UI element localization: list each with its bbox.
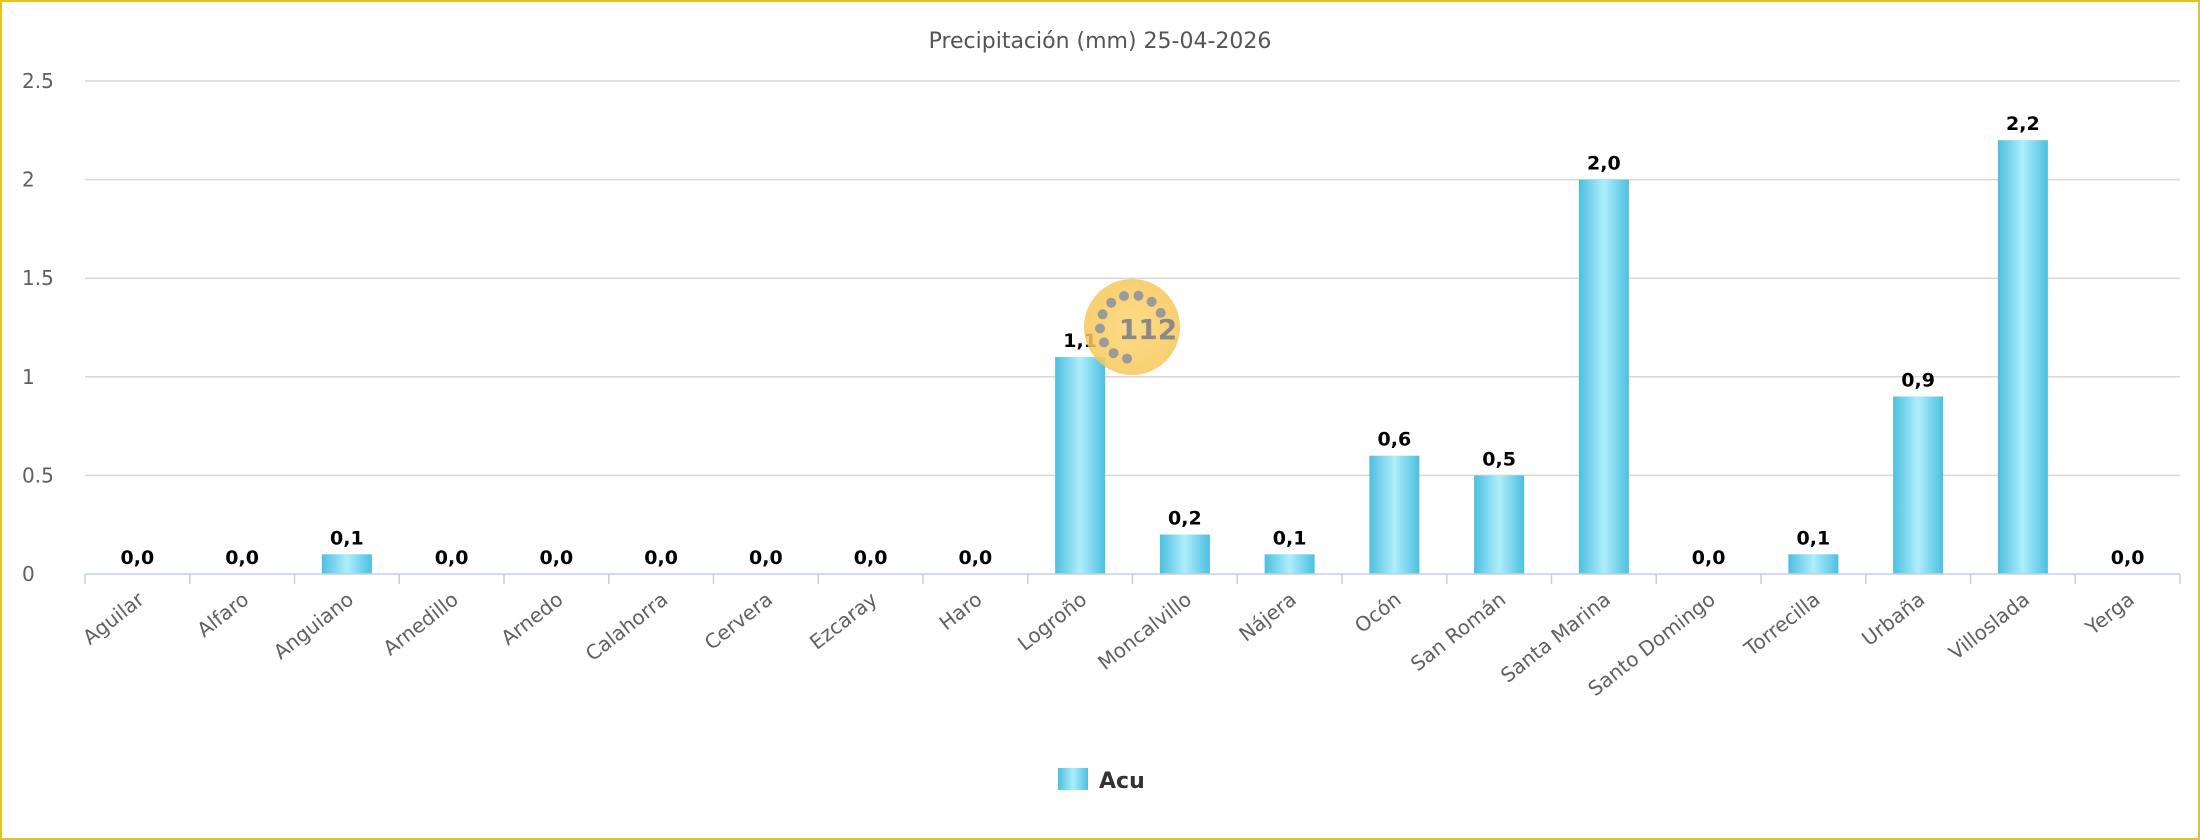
data-label: 0,6 (1378, 429, 1412, 451)
data-label: 0,1 (330, 527, 364, 549)
bar[interactable] (1264, 554, 1315, 574)
watermark-dot (1095, 323, 1105, 334)
data-label: 0,5 (1482, 448, 1516, 470)
data-label: 2,0 (1587, 153, 1621, 175)
bar[interactable] (1159, 534, 1210, 574)
x-tick-label: Logroño (1013, 587, 1091, 656)
x-tick-label: Cervera (700, 587, 777, 655)
data-label: 0,0 (435, 547, 469, 569)
watermark-dots (1095, 290, 1166, 364)
y-tick-label: 0 (22, 562, 35, 586)
x-tick-label: Ocón (1350, 587, 1405, 638)
bar[interactable] (1893, 396, 1944, 574)
data-label: 0,1 (1273, 527, 1307, 549)
y-tick-label: 0.5 (22, 463, 54, 487)
y-tick-label: 1 (22, 365, 35, 389)
x-tick-label: Torrecilla (1739, 587, 1825, 661)
data-label: 0,1 (1797, 527, 1831, 549)
watermark-dot (1122, 353, 1132, 364)
data-label: 0,0 (1692, 547, 1726, 569)
data-label: 0,0 (959, 547, 993, 569)
y-tick-label: 2 (22, 168, 35, 192)
data-label: 0,0 (225, 547, 259, 569)
watermark-text: 112 (1119, 313, 1177, 346)
x-axis (84, 573, 2181, 584)
bars (321, 140, 2048, 574)
x-tick-label: Moncalvillo (1093, 587, 1196, 675)
watermark-dot (1155, 307, 1166, 318)
watermark-dot (1097, 309, 1108, 320)
x-tick-label: Aguilar (78, 587, 149, 650)
watermark-dot (1119, 291, 1129, 301)
x-tick-label: Yerga (2080, 587, 2139, 640)
x-axis-ticks: Aguilar Alfaro Anguiano Arnedillo Arnedo Cala… (78, 587, 2139, 701)
data-label: 0,2 (1168, 508, 1202, 530)
x-tick-label: San Román (1406, 587, 1510, 676)
y-tick-label: 1.5 (22, 266, 54, 290)
data-label: 0,0 (121, 547, 155, 569)
legend-swatch (1058, 768, 1088, 790)
bar[interactable] (1997, 140, 2048, 574)
data-label: 2,2 (2006, 113, 2040, 135)
x-tick-label: Arnedo (496, 587, 567, 650)
x-tick-label: Arnedillo (378, 587, 462, 660)
legend-label: Acu (1099, 769, 1145, 794)
legend[interactable]: Acu (1058, 768, 1145, 794)
watermark-dot (1133, 290, 1144, 301)
x-tick-label: Calahorra (581, 587, 672, 666)
data-label: 0,0 (749, 547, 783, 569)
data-labels: 0,0 0,00,10,0 0,0 0,0 0,0 0,0 0,01,10,20,10,60… (121, 113, 2145, 569)
bar[interactable] (1788, 554, 1839, 574)
x-tick-label: Anguiano (269, 587, 358, 664)
bar[interactable] (1578, 179, 1629, 574)
bar[interactable] (1055, 357, 1106, 574)
gridlines (85, 80, 2180, 477)
watermark-112-logo: 112 (1084, 279, 1180, 375)
data-label: 0,9 (1901, 370, 1935, 392)
watermark-dot (1146, 296, 1157, 307)
y-axis-ticks: 0 0.5 1 1.5 2 2.5 (22, 69, 54, 586)
watermark-dot (1108, 348, 1119, 359)
data-label: 0,0 (540, 547, 574, 569)
x-tick-label: Nájera (1234, 587, 1300, 646)
bar[interactable] (1369, 455, 1420, 574)
chart-title: Precipitación (mm) 25-04-2026 (929, 29, 1272, 54)
x-tick-label: Haro (934, 587, 986, 635)
bar[interactable] (321, 554, 372, 574)
x-tick-label: Ezcaray (805, 587, 882, 654)
watermark-dot (1106, 297, 1117, 308)
bar[interactable] (1474, 475, 1525, 574)
data-label: 0,0 (2111, 547, 2145, 569)
x-tick-label: Alfaro (192, 587, 253, 642)
x-tick-label: Urbaña (1857, 587, 1929, 651)
y-tick-label: 2.5 (22, 69, 54, 93)
x-tick-label: Villoslada (1944, 587, 2034, 665)
data-label: 0,0 (854, 547, 888, 569)
data-label: 0,0 (644, 547, 678, 569)
watermark-dot (1099, 337, 1109, 348)
